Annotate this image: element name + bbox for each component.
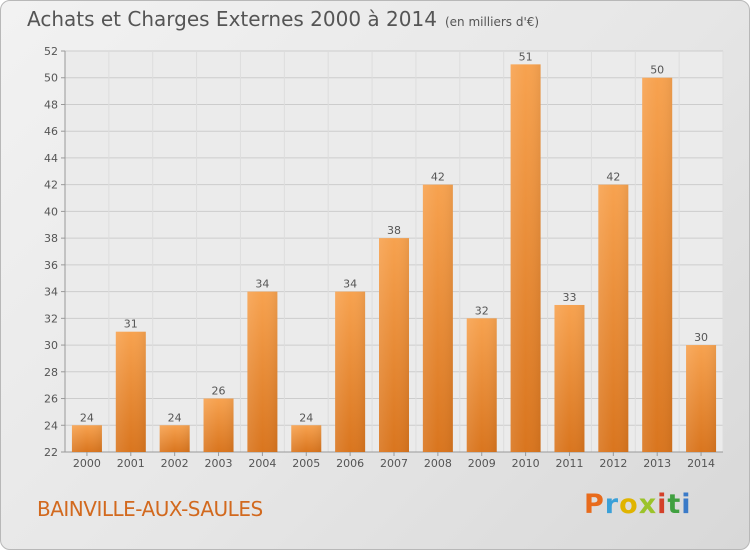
bars <box>71 64 717 452</box>
data-labels: 24 31 24 26 34 24 34 38 42 32 51 33 42 50 30 <box>80 50 708 424</box>
chart-title: Achats et Charges Externes 2000 à 2014 (e… <box>27 7 539 31</box>
y-tick-label: 26 <box>44 393 58 406</box>
bar-shine <box>291 425 322 452</box>
y-tick-label: 44 <box>44 152 58 165</box>
data-label: 33 <box>562 291 576 304</box>
chart-title-text: Achats et Charges Externes 2000 à 2014 <box>27 7 437 31</box>
y-tick-label: 46 <box>44 125 58 138</box>
x-tick-label: 2007 <box>380 457 408 470</box>
commune-name: BAINVILLE-AUX-SAULES <box>37 497 263 521</box>
x-tick-label: 2000 <box>73 457 101 470</box>
bar-shine <box>159 425 190 452</box>
bar-shine <box>379 238 409 452</box>
x-tick-label: 2008 <box>424 457 452 470</box>
x-tick-label: 2001 <box>117 457 145 470</box>
bar-shine <box>642 77 673 452</box>
y-tick-label: 28 <box>44 366 58 379</box>
bar-shine <box>510 64 541 452</box>
logo-letter: x <box>638 489 658 520</box>
y-tick-label: 38 <box>44 232 58 245</box>
y-tick-label: 40 <box>44 205 58 218</box>
x-tick-label: 2002 <box>161 457 189 470</box>
data-label: 38 <box>387 224 401 237</box>
x-tick-label: 2004 <box>248 457 276 470</box>
y-tick-label: 42 <box>44 179 58 192</box>
bar-shine <box>71 425 102 452</box>
y-tick-label: 52 <box>44 45 58 58</box>
y-tick-label: 22 <box>44 446 58 459</box>
bar-shine <box>335 291 366 452</box>
data-label: 42 <box>431 171 445 184</box>
y-tick-label: 24 <box>44 419 58 432</box>
chart-unit: (en milliers d'€) <box>444 15 540 29</box>
logo-letter: o <box>619 489 639 520</box>
y-tick-label: 50 <box>44 72 58 85</box>
bar-shine <box>247 291 278 452</box>
data-label: 34 <box>255 278 269 291</box>
data-label: 42 <box>606 171 620 184</box>
bar-shine <box>466 318 497 452</box>
data-label: 24 <box>80 411 94 424</box>
x-tick-label: 2014 <box>687 457 715 470</box>
y-tick-label: 48 <box>44 98 58 111</box>
data-label: 24 <box>299 411 313 424</box>
data-label: 31 <box>124 318 138 331</box>
x-tick-label: 2009 <box>468 457 496 470</box>
y-tick-label: 36 <box>44 259 58 272</box>
y-tick-label: 30 <box>44 339 58 352</box>
data-label: 26 <box>212 385 226 398</box>
logo-letter: i <box>681 489 692 520</box>
y-tick-label: 34 <box>44 286 58 299</box>
bar-shine <box>115 331 146 452</box>
logo-letter: i <box>657 489 668 520</box>
data-label: 51 <box>519 50 533 63</box>
data-label: 50 <box>650 64 664 77</box>
x-tick-label: 2003 <box>205 457 233 470</box>
data-label: 34 <box>343 278 357 291</box>
x-tick-label: 2005 <box>292 457 320 470</box>
logo-letter: t <box>667 489 682 520</box>
data-label: 24 <box>168 411 182 424</box>
logo-letter: r <box>604 489 620 520</box>
proxiti-logo[interactable]: Proxiti <box>584 489 692 520</box>
x-tick-label: 2006 <box>336 457 364 470</box>
x-tick-label: 2011 <box>555 457 583 470</box>
bar-shine <box>554 304 585 452</box>
y-tick-label: 32 <box>44 312 58 325</box>
data-label: 32 <box>475 304 489 317</box>
logo-letter: P <box>584 489 605 520</box>
bar-shine <box>598 184 629 452</box>
x-tick-label: 2010 <box>512 457 540 470</box>
x-tick-label: 2013 <box>643 457 671 470</box>
x-tick-label: 2012 <box>599 457 627 470</box>
data-label: 30 <box>694 331 708 344</box>
bar-shine <box>422 184 453 452</box>
bar-shine <box>686 345 717 452</box>
bar-shine <box>203 398 234 452</box>
